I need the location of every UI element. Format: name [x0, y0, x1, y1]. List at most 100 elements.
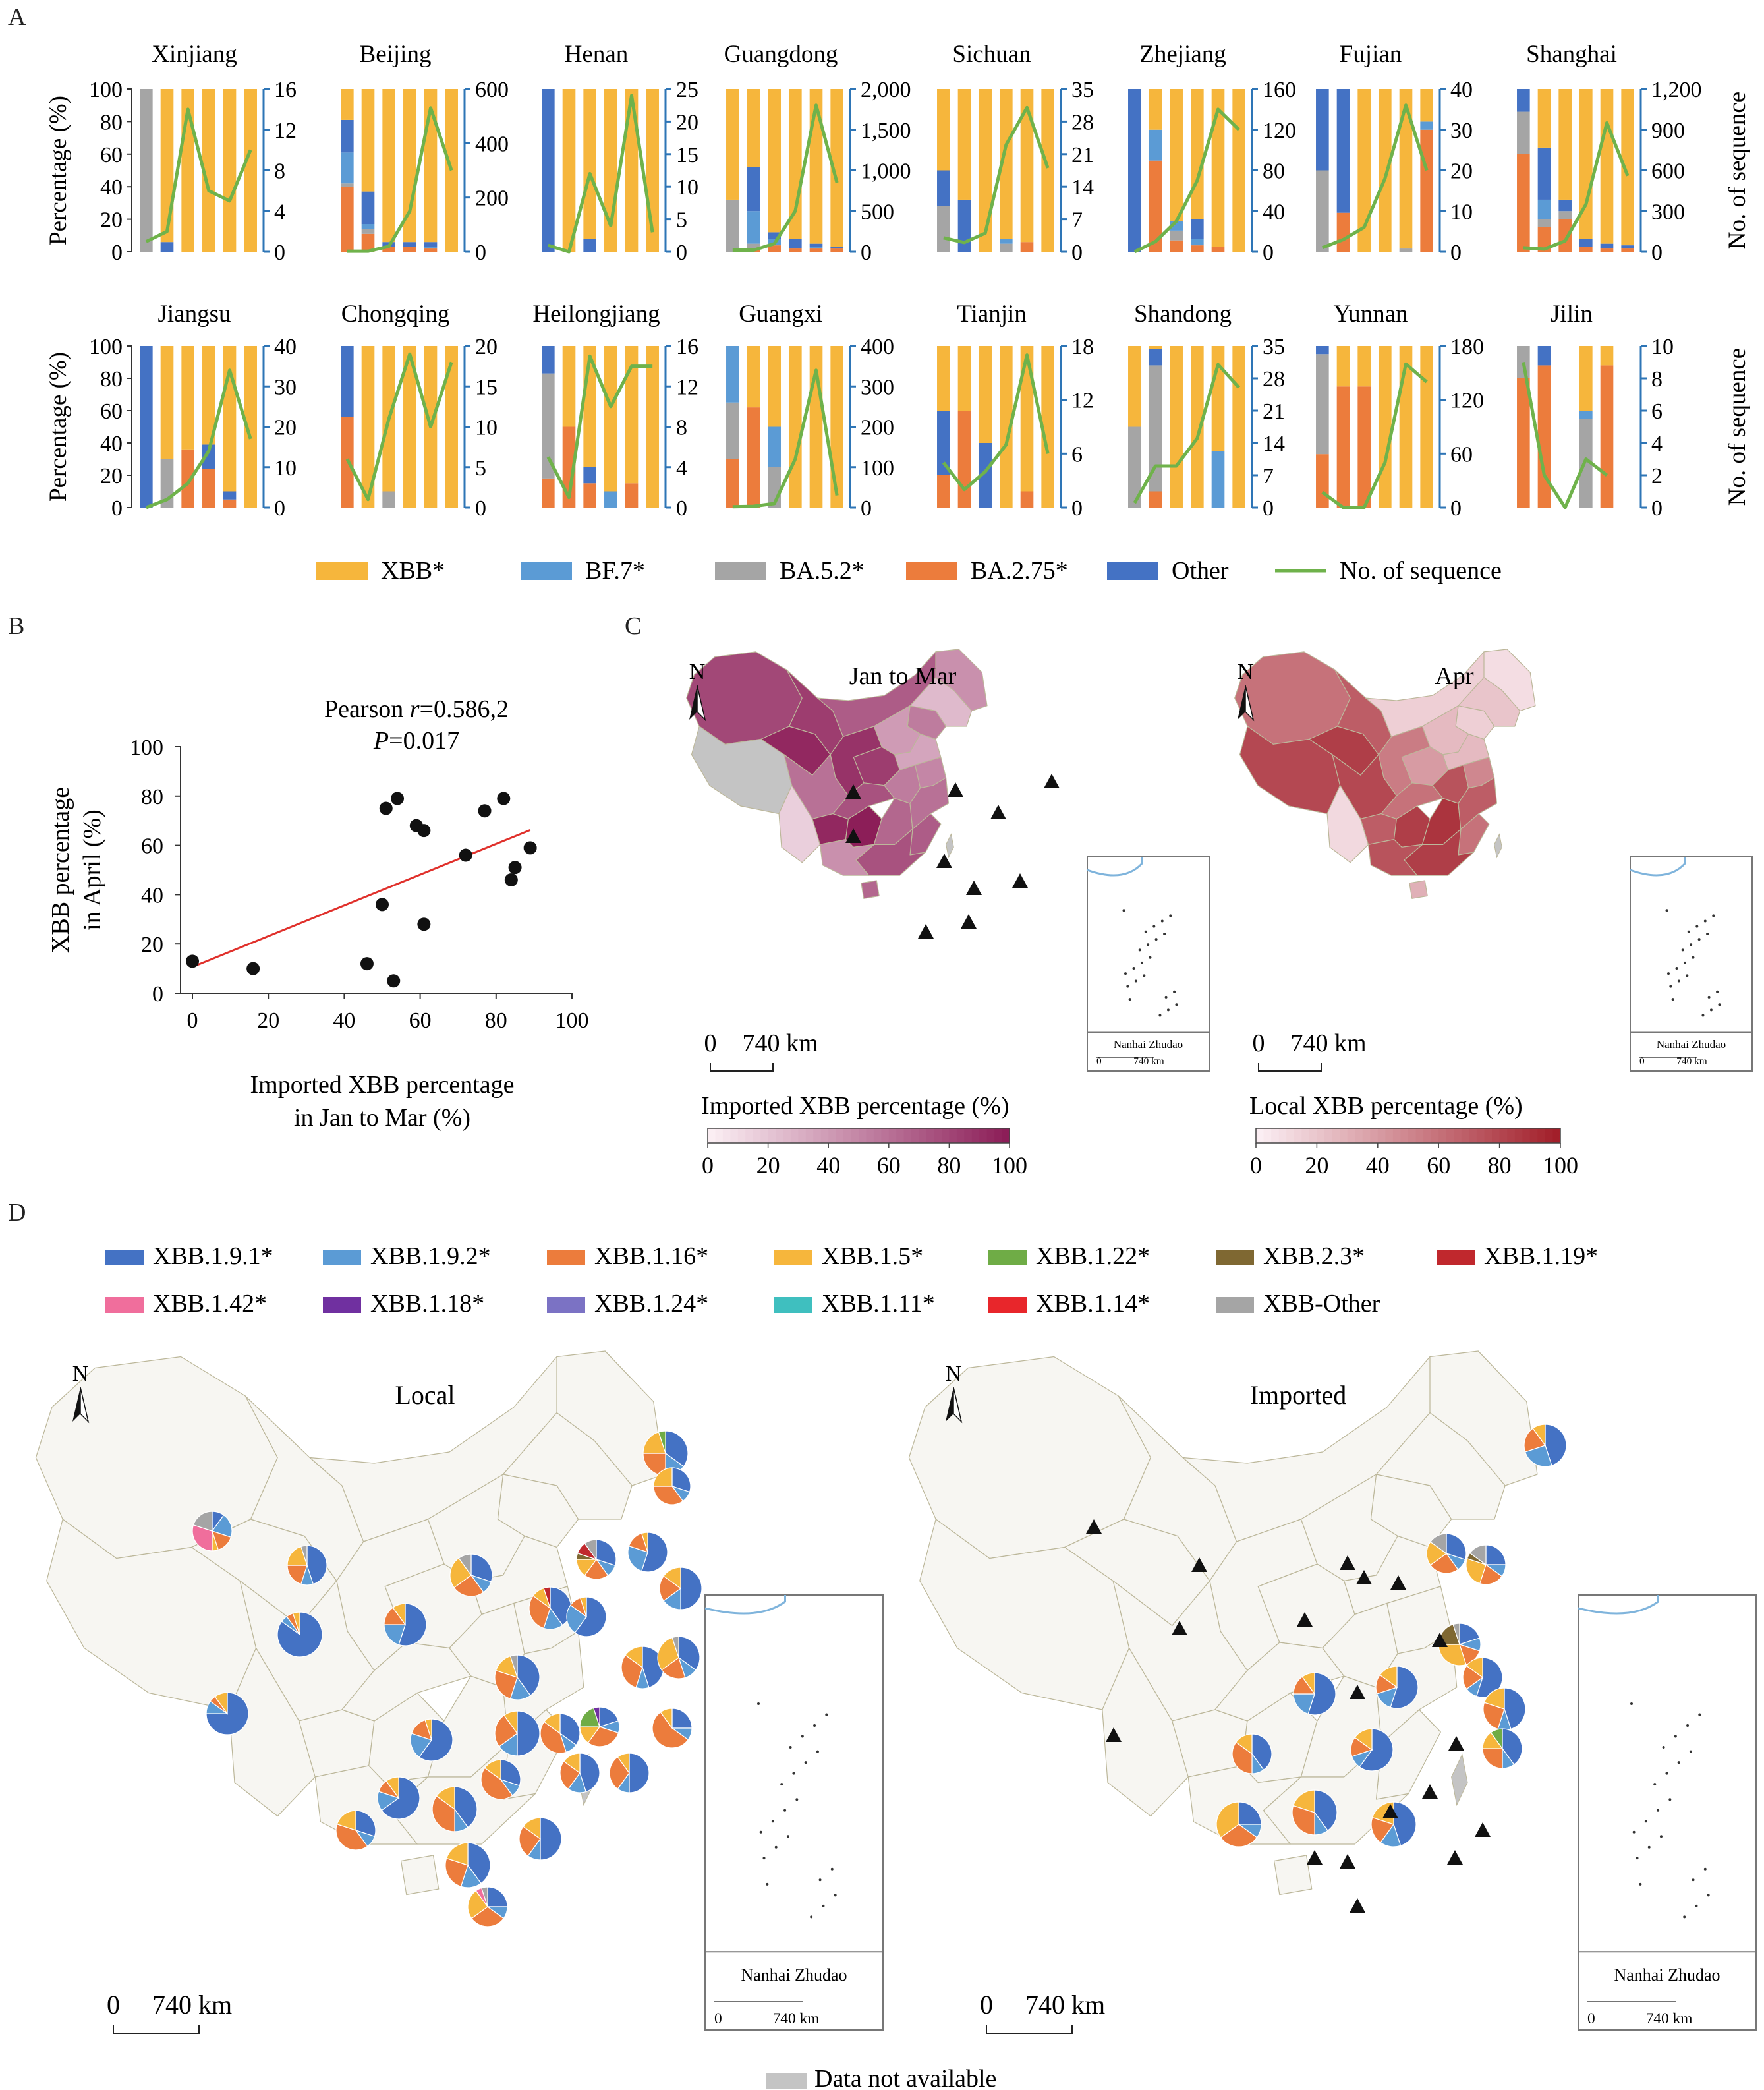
legend-label: BA.5.2* [780, 557, 865, 585]
right-tick-label: 0 [274, 496, 285, 521]
legend-gradient-step [1256, 1128, 1265, 1143]
pie-slice [540, 1817, 562, 1861]
scale-distance: 740 km [1025, 1990, 1105, 2019]
subplot-title: Sichuan [952, 41, 1031, 68]
pie-slice [665, 1430, 689, 1467]
pie-slice [678, 1636, 700, 1671]
province-taiwan [1494, 833, 1502, 859]
right-tick-label: 4 [676, 456, 687, 480]
pie-slice [494, 1714, 518, 1747]
pie-slice [192, 1524, 213, 1552]
no-data-triangle-icon [1448, 1736, 1464, 1751]
island-dot [1666, 972, 1670, 975]
island-dot [1665, 909, 1668, 912]
island-dot [1695, 1904, 1698, 1907]
sequence-count-line [1321, 103, 1429, 250]
inset-frame [1630, 856, 1753, 1072]
bar-segment [1600, 365, 1614, 508]
scatter-point [360, 957, 374, 971]
bar-segment [957, 411, 971, 508]
right-tick-label: 0 [1450, 496, 1462, 521]
legend-gradient-step [1461, 1128, 1469, 1143]
bar-segment [1579, 247, 1593, 252]
bar-segment [768, 245, 781, 252]
right-tick-label: 6 [1651, 399, 1663, 424]
pie-slice [528, 1595, 551, 1629]
pie-slice [671, 1636, 679, 1658]
pie-slice [1462, 1665, 1484, 1690]
x-axis-label: in Jan to Mar (%) [294, 1104, 470, 1132]
subplot-title: Henan [565, 41, 629, 68]
bar-segment [1316, 454, 1329, 508]
bar-segment [341, 183, 354, 187]
pie-slice [1426, 1541, 1448, 1566]
bar-segment [424, 247, 438, 249]
bar-segment [747, 89, 760, 167]
legend-tick-label: 80 [1488, 1152, 1512, 1178]
inset-scale-zero: 0 [1587, 2010, 1595, 2027]
island-dot [1703, 919, 1707, 923]
right-tick-label: 4 [274, 200, 285, 224]
pie-slice [671, 1708, 693, 1729]
pie-slice [480, 1886, 488, 1907]
x-tick-label: 100 [555, 1008, 589, 1033]
legend-gradient-step [866, 1128, 874, 1143]
bar-segment [244, 89, 257, 252]
bar-segment [160, 242, 174, 252]
bar-segment [1000, 89, 1013, 239]
island-dot [822, 1904, 825, 1907]
island-dot [1675, 967, 1678, 970]
bar-segment [1537, 365, 1551, 508]
bar-segment [1170, 240, 1183, 252]
bar-segment [1170, 89, 1183, 221]
legend-tick-label: 80 [937, 1152, 961, 1178]
no-data-triangle-icon [966, 881, 982, 895]
scatter-point [417, 917, 431, 931]
legend-label: Other [1172, 557, 1229, 585]
legend-gradient-step [1294, 1128, 1302, 1143]
legend-gradient-step [956, 1128, 965, 1143]
pie-slice [212, 1514, 233, 1538]
right-tick-label: 20 [1450, 160, 1473, 184]
island-dot [1632, 1830, 1636, 1834]
province-hainan [861, 880, 880, 899]
lineage-pie [494, 1710, 540, 1756]
island-dot [792, 1772, 795, 1775]
island-dot [1173, 990, 1176, 993]
bar-segment [403, 247, 416, 252]
lineage-pie [1438, 1623, 1481, 1666]
bar-segment [1041, 346, 1054, 508]
bar-segment [361, 224, 375, 229]
inset-label: Nanhai Zhudao [1114, 1038, 1183, 1051]
no-data-triangle-icon [1297, 1612, 1313, 1627]
bar-segment [1517, 154, 1530, 252]
island-dot [1636, 1857, 1639, 1860]
north-arrow-icon [697, 685, 706, 722]
legend-gradient-step [722, 1128, 731, 1143]
pie-slice [454, 1786, 478, 1828]
legend-label: XBB.1.22* [1036, 1242, 1150, 1270]
bar-segment [1558, 211, 1572, 219]
china-map [686, 649, 988, 899]
island-dot [813, 1724, 816, 1727]
lineage-pie [1232, 1733, 1272, 1774]
no-data-triangle-icon [1475, 1822, 1491, 1837]
pie-slice [1465, 1657, 1483, 1679]
bar-segment [1357, 386, 1371, 508]
no-data-triangle-icon [1350, 1898, 1365, 1913]
bar-segment [937, 475, 950, 508]
legend-gradient-step [926, 1128, 934, 1143]
pie-slice [1292, 1805, 1315, 1836]
island-dot [757, 1702, 760, 1705]
right-tick-label: 6 [1071, 442, 1083, 467]
pie-slice [1220, 1824, 1258, 1847]
right-tick-label: 200 [861, 416, 894, 440]
pie-slice [1371, 1816, 1394, 1843]
bar-segment [1211, 89, 1225, 247]
legend-label: XBB.1.11* [822, 1290, 935, 1318]
legend-label: No. of sequence [1340, 557, 1502, 585]
map-imported: Imported N Nanhai Zhudao 0 740 km 0 740 km [908, 1350, 1757, 2034]
bar-segment [1149, 365, 1162, 492]
inset-coast [1630, 857, 1686, 877]
bar-segment [937, 411, 950, 475]
